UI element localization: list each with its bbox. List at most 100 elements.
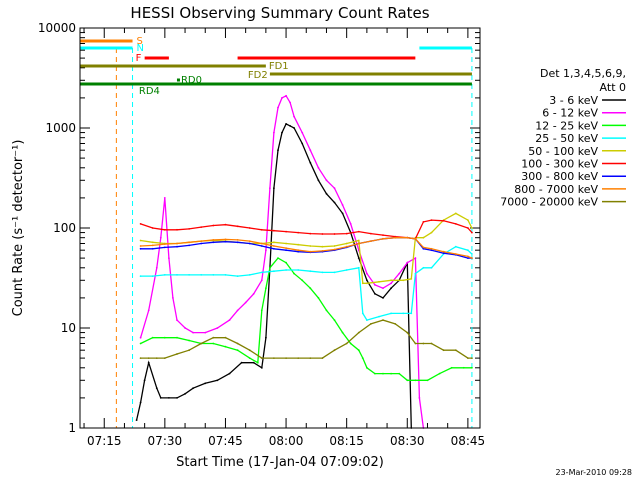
series-point <box>309 149 312 152</box>
series-point <box>454 349 457 352</box>
series-point <box>273 241 275 244</box>
series-point <box>382 237 384 240</box>
series-line <box>135 123 412 429</box>
series-point <box>454 212 457 215</box>
series-line <box>140 257 472 381</box>
series-point <box>260 245 263 247</box>
plot-frame <box>79 27 481 429</box>
series-point <box>281 131 283 134</box>
series-point <box>309 270 312 273</box>
series-point <box>317 166 320 169</box>
series-point <box>248 242 251 245</box>
series-point <box>155 357 158 359</box>
series-point <box>147 357 150 359</box>
series-point <box>414 257 417 259</box>
series-point <box>321 250 324 252</box>
series-point <box>430 247 433 250</box>
series-point <box>471 357 473 359</box>
series-point <box>277 106 279 109</box>
series-point <box>366 282 368 285</box>
series-point <box>285 247 287 250</box>
series-line <box>140 237 473 259</box>
series-point <box>366 366 368 369</box>
series-point <box>228 372 231 375</box>
series-point <box>155 387 158 390</box>
series-point <box>430 219 433 222</box>
series-point <box>163 357 166 359</box>
series-point <box>349 223 352 225</box>
series-point <box>163 197 166 199</box>
series-point <box>188 244 191 247</box>
series-point <box>176 397 178 399</box>
series-point <box>176 353 178 355</box>
series-point <box>430 249 433 252</box>
series-point <box>216 379 219 382</box>
series-layer <box>135 94 473 429</box>
legend-entry-label: 300 - 800 keV <box>521 170 598 183</box>
series-point <box>321 245 324 248</box>
series-point <box>293 272 295 275</box>
series-point <box>467 257 469 259</box>
series-point <box>200 274 203 276</box>
series-point <box>188 339 191 342</box>
series-point <box>260 271 263 274</box>
series-point <box>176 242 178 245</box>
series-point <box>345 245 348 248</box>
series-point <box>285 230 287 233</box>
series-point <box>151 275 154 277</box>
series-point <box>265 287 267 290</box>
series-point <box>277 149 279 152</box>
series-point <box>252 361 255 364</box>
series-point <box>406 379 409 382</box>
series-point <box>260 279 263 282</box>
series-point <box>382 287 384 290</box>
series-point <box>467 255 469 258</box>
series-point <box>410 312 413 315</box>
series-point <box>147 361 150 364</box>
series-point <box>212 239 215 241</box>
series-point <box>301 279 304 282</box>
series-point <box>236 275 239 277</box>
x-tick-label: 07:15 <box>87 434 122 448</box>
series-point <box>357 266 360 269</box>
series-point <box>236 239 239 241</box>
series-line <box>140 245 473 321</box>
series-point <box>357 331 360 334</box>
series-point <box>333 319 336 321</box>
series-point <box>422 266 425 269</box>
series-point <box>374 372 376 375</box>
series-point <box>374 284 376 286</box>
series-point <box>333 201 336 204</box>
series-point <box>341 212 344 215</box>
x-tick-label: 08:00 <box>269 434 304 448</box>
series-point <box>285 269 287 271</box>
series-point <box>168 257 170 259</box>
series-point <box>422 246 425 249</box>
series-point <box>281 97 283 99</box>
series-point <box>361 357 364 359</box>
series-point <box>378 315 380 318</box>
series-point <box>155 266 158 269</box>
series-point <box>285 242 287 245</box>
series-point <box>467 357 469 359</box>
series-point <box>260 228 263 231</box>
series-point <box>293 127 295 129</box>
series-point <box>285 249 287 252</box>
series-point <box>176 336 178 339</box>
series-point <box>297 269 300 271</box>
series-point <box>224 223 227 226</box>
series-point <box>236 349 239 352</box>
series-point <box>188 349 191 352</box>
series-point <box>248 274 251 276</box>
series-point <box>317 297 320 299</box>
series-point <box>293 115 295 118</box>
legend-entry-label: 7000 - 20000 keV <box>500 196 598 209</box>
series-point <box>188 228 191 230</box>
series-point <box>345 242 348 245</box>
series-point <box>321 357 324 359</box>
series-point <box>333 349 336 352</box>
y-tick-label: 10000 <box>38 21 76 35</box>
series-point <box>159 397 162 399</box>
series-point <box>139 401 142 404</box>
